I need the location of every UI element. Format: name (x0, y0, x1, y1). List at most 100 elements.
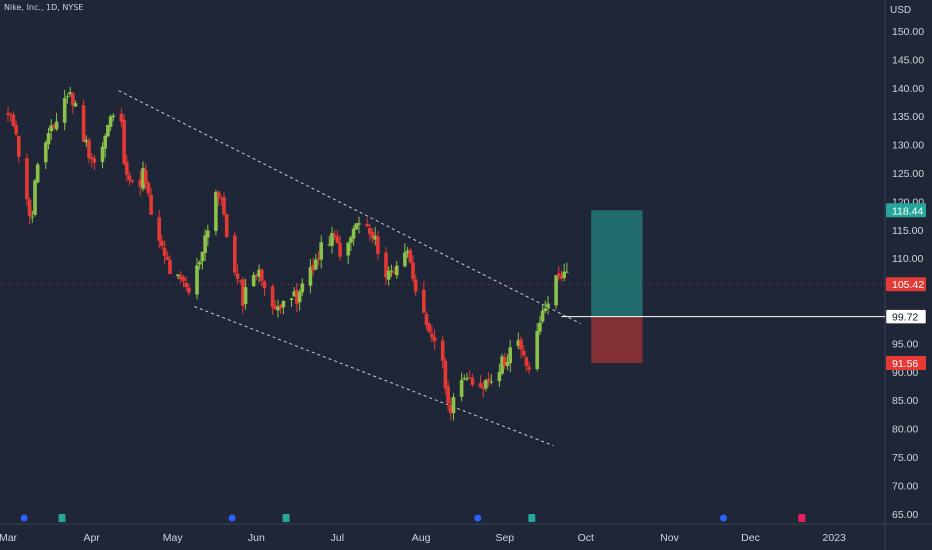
candle (165, 256, 170, 260)
candle (346, 242, 350, 256)
candle (462, 378, 467, 380)
candle (235, 273, 240, 279)
candle (251, 275, 256, 287)
candle (467, 377, 472, 379)
candle (478, 383, 483, 388)
candle (197, 261, 202, 265)
candle (354, 223, 359, 230)
y-tick-label: 70.00 (892, 480, 918, 492)
candle (451, 397, 456, 414)
candle (81, 105, 86, 142)
candle (222, 197, 226, 215)
x-tick-label: 2023 (823, 532, 847, 544)
x-tick-label: Dec (741, 532, 760, 544)
candle (203, 235, 207, 253)
candle (503, 357, 507, 367)
candle (233, 235, 237, 273)
candle (103, 135, 107, 149)
candle (206, 230, 210, 238)
candle (35, 164, 40, 183)
candle (554, 275, 558, 306)
candle (314, 259, 318, 270)
candle (125, 161, 129, 175)
candle (238, 280, 242, 282)
candle (278, 305, 283, 309)
candle (327, 244, 332, 246)
x-tick-label: Oct (578, 532, 594, 544)
candle (368, 228, 372, 234)
candle (300, 283, 305, 293)
candle (179, 274, 183, 280)
price-tag-label: 118.44 (892, 205, 923, 217)
candle (535, 330, 539, 370)
candle (427, 323, 431, 332)
candle (262, 281, 267, 289)
candle (546, 303, 550, 308)
candle (486, 378, 491, 382)
y-tick-label: 75.00 (892, 452, 918, 464)
candle (440, 340, 445, 361)
candle (330, 233, 334, 246)
candle (559, 276, 564, 279)
earnings-marker (798, 514, 806, 522)
dividend-marker (227, 513, 237, 523)
candle (84, 139, 89, 143)
y-tick-label: 150.00 (892, 26, 924, 38)
candle (365, 223, 369, 227)
candle (146, 182, 151, 194)
candle (184, 282, 188, 288)
candle (295, 289, 299, 304)
candle (138, 179, 143, 187)
candle (430, 333, 434, 338)
candle (257, 269, 261, 277)
candle (373, 235, 377, 240)
candle (465, 378, 469, 380)
candle (443, 360, 448, 389)
candle (521, 350, 526, 356)
candle (111, 115, 116, 117)
candle (119, 113, 124, 122)
y-tick-label: 115.00 (892, 225, 923, 237)
candle (292, 291, 296, 297)
candle (149, 194, 153, 215)
candle (540, 310, 545, 322)
candle (395, 265, 399, 276)
y-tick-label: 80.00 (892, 424, 918, 436)
y-tick-label: 65.00 (892, 509, 918, 521)
price-tag-label: 91.56 (892, 358, 918, 370)
y-tick-label: 110.00 (892, 253, 923, 265)
candle (557, 273, 561, 277)
candle (413, 279, 418, 292)
candle (241, 279, 245, 306)
candle (181, 277, 186, 282)
x-tick-label: Apr (84, 532, 101, 544)
candle (254, 274, 259, 276)
candle (52, 124, 56, 128)
candle (100, 146, 105, 163)
candle (33, 180, 37, 215)
y-tick-label: 130.00 (892, 140, 924, 152)
candle (376, 236, 380, 254)
dividend-marker (473, 513, 483, 523)
price-tag-box (886, 355, 926, 370)
candle (449, 404, 453, 414)
candle (408, 250, 413, 263)
candle (276, 306, 280, 311)
candle (281, 300, 286, 308)
candle (127, 175, 132, 181)
candle (65, 96, 70, 98)
candle (459, 380, 464, 397)
candle (71, 92, 75, 106)
y-tick-label: 135.00 (892, 111, 924, 123)
candle (44, 142, 48, 163)
candle (432, 337, 437, 341)
candle (270, 286, 275, 308)
candle (243, 287, 248, 304)
dividend-marker (19, 513, 29, 523)
candle (122, 119, 126, 164)
candle (446, 386, 450, 404)
candle (89, 157, 94, 160)
candle (25, 158, 29, 200)
candle (524, 357, 529, 366)
